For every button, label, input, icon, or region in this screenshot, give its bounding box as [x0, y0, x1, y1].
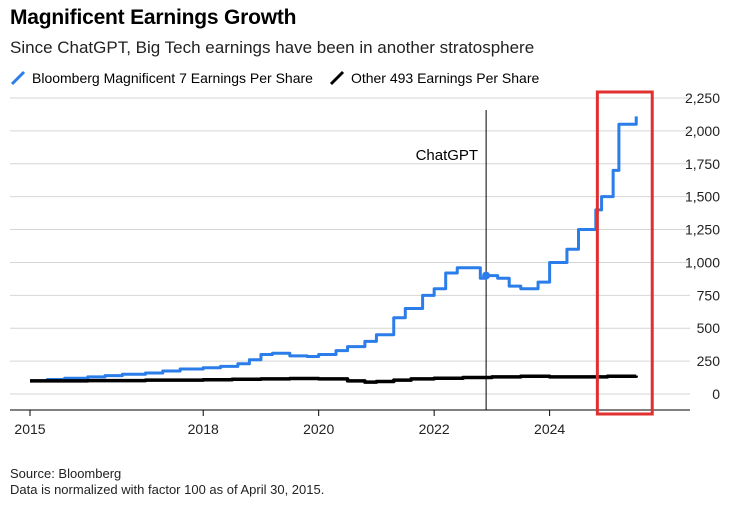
y-tick-label: 1,250	[685, 222, 720, 238]
y-tick-label: 250	[697, 353, 721, 369]
legend-item-mag7: Bloomberg Magnificent 7 Earnings Per Sha…	[10, 70, 313, 86]
legend-label-other: Other 493 Earnings Per Share	[350, 70, 540, 86]
axis-layer: 0 250 500 750 1,000 1,250 1,500 1,750 2,000 2,250…	[10, 90, 720, 437]
y-tick-label: 2,000	[685, 123, 720, 139]
annotation-label-chatgpt: ChatGPT	[416, 147, 479, 164]
legend-label-mag7: Bloomberg Magnificent 7 Earnings Per Sha…	[32, 70, 313, 86]
footer: Source: Bloomberg Data is normalized wit…	[10, 466, 324, 498]
highlight-box	[595, 90, 654, 416]
grid-layer	[10, 97, 690, 395]
legend: Bloomberg Magnificent 7 Earnings Per Sha…	[10, 70, 555, 86]
chart-title: Magnificent Earnings Growth	[10, 6, 297, 29]
y-tick-label: 750	[697, 287, 721, 303]
legend-line-icon-mag7	[10, 70, 26, 86]
series-line-other	[30, 374, 638, 384]
y-tick-label: 500	[697, 320, 721, 336]
x-tick-label: 2020	[303, 421, 334, 437]
source-note: Source: Bloomberg	[10, 466, 122, 481]
x-tick-label: 2022	[419, 421, 450, 437]
legend-line-icon-other	[329, 70, 344, 86]
highlight-layer	[595, 90, 654, 416]
series-line-mag7	[30, 116, 638, 383]
y-tick-label: 0	[712, 386, 720, 402]
y-tick-label: 1,750	[685, 156, 720, 172]
normalization-note: Data is normalized with factor 100 as of…	[10, 482, 325, 497]
x-tick-label: 2018	[188, 421, 219, 437]
y-tick-label: 2,250	[685, 90, 720, 106]
line-chart: 0 250 500 750 1,000 1,250 1,500 1,750 2,000 2,250…	[10, 90, 720, 437]
series-point-mag7-chatgpt	[482, 271, 491, 280]
series-layer	[30, 116, 638, 384]
legend-item-other: Other 493 Earnings Per Share	[329, 70, 539, 86]
y-tick-label: 1,500	[685, 189, 720, 205]
y-tick-label: 1,000	[685, 254, 720, 270]
x-tick-label: 2024	[534, 421, 565, 437]
x-tick-label: 2015	[14, 421, 45, 437]
annotation-layer: ChatGPT	[416, 110, 487, 410]
chart-subtitle: Since ChatGPT, Big Tech earnings have be…	[10, 38, 535, 57]
